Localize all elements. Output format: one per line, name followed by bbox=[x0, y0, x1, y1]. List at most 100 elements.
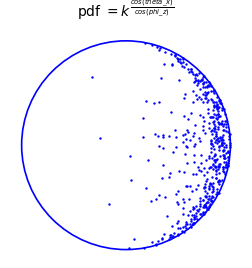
Point bbox=[194, 77, 198, 82]
Point bbox=[203, 189, 207, 193]
Point bbox=[188, 138, 192, 143]
Point bbox=[223, 118, 227, 123]
Point bbox=[207, 166, 211, 170]
Point bbox=[209, 150, 213, 154]
Point bbox=[185, 183, 189, 188]
Point bbox=[216, 164, 220, 169]
Point bbox=[217, 113, 221, 118]
Point bbox=[212, 88, 216, 93]
Point bbox=[176, 57, 180, 61]
Point bbox=[210, 115, 214, 120]
Point bbox=[216, 120, 220, 124]
Point bbox=[192, 153, 196, 158]
Point bbox=[216, 112, 220, 116]
Point bbox=[203, 96, 207, 100]
Point bbox=[219, 137, 224, 141]
Point bbox=[217, 122, 221, 126]
Point bbox=[211, 166, 215, 171]
Point bbox=[193, 213, 197, 218]
Point bbox=[203, 85, 207, 89]
Point bbox=[201, 204, 205, 209]
Point bbox=[201, 92, 205, 96]
Point bbox=[181, 140, 185, 144]
Point bbox=[168, 233, 172, 237]
Point bbox=[168, 234, 172, 239]
Point bbox=[210, 190, 214, 195]
Point bbox=[218, 162, 222, 166]
Point bbox=[143, 41, 147, 45]
Point bbox=[209, 182, 213, 186]
Point bbox=[206, 107, 210, 111]
Point bbox=[141, 116, 145, 120]
Point bbox=[176, 232, 180, 236]
Point bbox=[213, 164, 217, 169]
Point bbox=[183, 222, 187, 226]
Point bbox=[226, 164, 230, 169]
Point bbox=[175, 221, 179, 225]
Point bbox=[163, 49, 167, 54]
Point bbox=[185, 128, 189, 132]
Point bbox=[185, 221, 189, 226]
Point bbox=[224, 121, 228, 126]
Point bbox=[161, 236, 165, 240]
Point bbox=[181, 206, 185, 210]
Point bbox=[213, 153, 217, 157]
Point bbox=[222, 148, 226, 152]
Point bbox=[194, 93, 198, 97]
Point bbox=[200, 77, 204, 81]
Point bbox=[209, 115, 213, 120]
Point bbox=[215, 102, 219, 106]
Point bbox=[209, 146, 213, 151]
Point bbox=[196, 209, 200, 214]
Point bbox=[198, 113, 202, 117]
Point bbox=[220, 119, 224, 123]
Point bbox=[187, 70, 191, 74]
Point bbox=[192, 206, 196, 210]
Point bbox=[202, 80, 206, 84]
Point bbox=[219, 121, 223, 125]
Point bbox=[194, 214, 198, 218]
Point bbox=[212, 129, 216, 133]
Point bbox=[222, 137, 226, 142]
Point bbox=[201, 198, 205, 202]
Point bbox=[204, 194, 208, 198]
Point bbox=[206, 83, 210, 87]
Point bbox=[203, 93, 207, 98]
Point bbox=[179, 61, 183, 65]
Point bbox=[213, 152, 217, 157]
Point bbox=[208, 202, 212, 206]
Point bbox=[212, 100, 216, 104]
Point bbox=[213, 176, 217, 180]
Point bbox=[190, 69, 194, 74]
Point bbox=[191, 221, 195, 226]
Point bbox=[210, 142, 214, 146]
Point bbox=[221, 147, 225, 152]
Point bbox=[220, 141, 224, 145]
Point bbox=[217, 191, 221, 195]
Point bbox=[152, 100, 156, 105]
Point bbox=[205, 191, 209, 195]
Point bbox=[180, 224, 184, 229]
Point bbox=[219, 138, 223, 143]
Point bbox=[144, 186, 148, 190]
Point bbox=[156, 144, 161, 148]
Point bbox=[199, 161, 203, 165]
Point bbox=[213, 158, 217, 162]
Point bbox=[210, 132, 214, 136]
Point bbox=[183, 224, 187, 228]
Point bbox=[215, 116, 219, 121]
Point bbox=[194, 204, 198, 208]
Point bbox=[211, 115, 215, 119]
Point bbox=[223, 172, 227, 177]
Point bbox=[161, 135, 165, 139]
Point bbox=[215, 137, 219, 141]
Point bbox=[207, 156, 211, 160]
Point bbox=[224, 143, 228, 147]
Point bbox=[198, 86, 202, 91]
Point bbox=[213, 158, 217, 162]
Point bbox=[132, 237, 136, 241]
Point bbox=[210, 184, 214, 188]
Point bbox=[224, 162, 228, 167]
Point bbox=[218, 98, 222, 103]
Point bbox=[191, 71, 195, 76]
